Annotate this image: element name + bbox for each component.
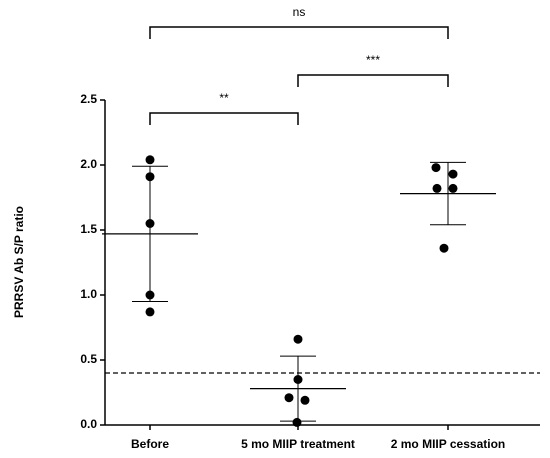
x-tick-label: 2 mo MIIP cessation xyxy=(391,437,506,451)
data-point xyxy=(292,417,302,427)
y-axis-label: PRRSV Ab S/P ratio xyxy=(12,206,26,318)
data-point xyxy=(145,172,155,182)
x-tick-label: Before xyxy=(131,437,169,451)
y-tick-label: 2.0 xyxy=(80,157,97,171)
data-point xyxy=(145,219,155,228)
significance-label: *** xyxy=(366,53,380,67)
y-tick-label: 1.5 xyxy=(80,222,97,236)
significance-label: ** xyxy=(219,91,229,105)
significance-bracket xyxy=(297,74,449,87)
y-tick-label: 2.5 xyxy=(80,92,97,106)
data-point xyxy=(284,393,294,403)
y-tick-label: 1.0 xyxy=(80,287,97,301)
data-point xyxy=(145,307,155,317)
data-point xyxy=(431,163,441,173)
data-point xyxy=(448,183,458,193)
significance-bracket xyxy=(149,112,299,125)
x-tick-label: 5 mo MIIP treatment xyxy=(241,437,355,451)
data-point xyxy=(439,243,449,253)
data-point xyxy=(293,375,303,384)
data-point xyxy=(300,395,310,405)
data-point xyxy=(145,290,155,300)
y-tick-label: 0.5 xyxy=(80,352,97,366)
significance-label: ns xyxy=(293,5,306,19)
data-point xyxy=(432,183,442,193)
significance-bracket xyxy=(149,26,449,39)
y-tick-label: 0.0 xyxy=(80,417,97,431)
data-point xyxy=(145,155,155,165)
data-point xyxy=(293,334,303,344)
data-point xyxy=(448,169,458,179)
